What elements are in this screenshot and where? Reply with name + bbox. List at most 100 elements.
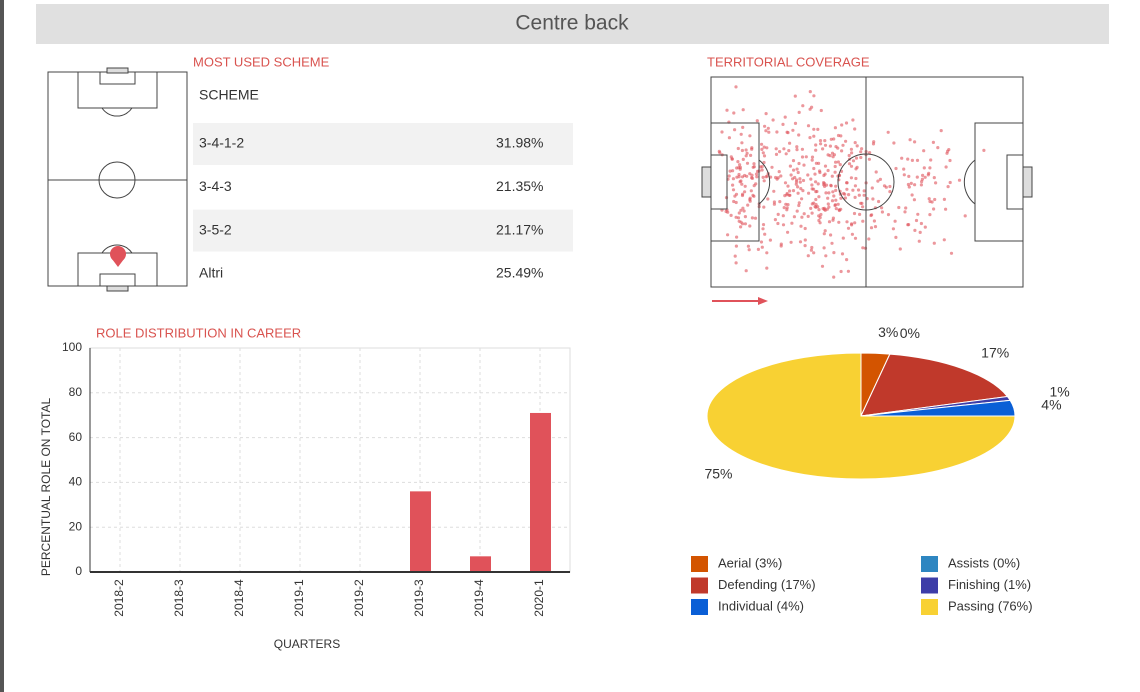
plot-frame [89, 347, 571, 573]
coverage-dot [927, 197, 931, 201]
pie-label: 1% [1050, 384, 1070, 400]
coverage-dot [788, 193, 792, 197]
coverage-dot [915, 158, 920, 162]
coverage-dot [798, 240, 803, 244]
header-title: Centre back [515, 12, 629, 35]
coverage-dot [755, 175, 759, 179]
coverage-dot [750, 147, 754, 151]
coverage-dots [717, 85, 986, 279]
coverage-dot [932, 176, 936, 180]
coverage-dot [790, 221, 794, 225]
coverage-dot [774, 175, 778, 180]
coverage-dot [919, 183, 924, 187]
coverage-dot [942, 238, 946, 242]
legend-swatch [921, 577, 938, 594]
coverage-dot [794, 180, 799, 184]
coverage-dot [921, 173, 925, 177]
coverage-dot [923, 225, 927, 229]
coverage-dot [752, 194, 756, 198]
coverage-dot [906, 182, 911, 187]
coverage-dot [808, 136, 812, 140]
coverage-dot [870, 186, 874, 190]
coverage-dot [731, 169, 735, 173]
coverage-dot [849, 147, 854, 151]
coverage-dot [734, 85, 738, 89]
pie-label: 0% [900, 325, 920, 341]
scheme-name: 3-4-3 [199, 178, 232, 194]
coverage-dot [832, 194, 836, 198]
x-axis-label: QUARTERS [274, 637, 340, 651]
coverage-dot [880, 210, 885, 214]
scheme-name: 3-5-2 [199, 221, 232, 237]
coverage-dot [814, 197, 818, 202]
coverage-dot [810, 158, 814, 162]
coverage-dot [923, 175, 927, 179]
y-tick-label: 60 [69, 430, 83, 444]
coverage-dot [819, 212, 823, 217]
coverage-dot [726, 233, 730, 237]
coverage-dot [839, 196, 843, 200]
coverage-dot [794, 182, 798, 186]
coverage-dot [743, 190, 747, 194]
coverage-dot [907, 185, 911, 189]
coverage-dot [744, 269, 748, 273]
coverage-dot [842, 191, 846, 196]
coverage-dot [814, 148, 818, 152]
coverage-dot [944, 165, 948, 169]
coverage-dot [844, 139, 848, 143]
coverage-dot [789, 240, 793, 244]
coverage-dot [829, 183, 833, 187]
coverage-dot [788, 141, 792, 145]
coverage-dot [777, 170, 781, 174]
coverage-dot [800, 147, 805, 151]
coverage-dot [872, 219, 877, 223]
coverage-dot [797, 110, 801, 114]
coverage-dot [743, 222, 748, 226]
coverage-dot [957, 178, 962, 182]
coverage-dot [753, 216, 758, 220]
coverage-dot [801, 189, 805, 193]
coverage-dot [741, 192, 745, 196]
coverage-dot [760, 142, 764, 146]
coverage-dot [720, 130, 724, 134]
position-marker [110, 246, 126, 262]
coverage-dot [756, 169, 760, 173]
x-tick-label: 2019-2 [352, 579, 366, 617]
coverage-dot [766, 126, 770, 130]
y-tick-label: 80 [69, 385, 83, 399]
coverage-dot [810, 245, 814, 250]
coverage-dot [745, 161, 750, 165]
coverage-dot [847, 153, 851, 158]
coverage-dot [840, 149, 844, 153]
scheme-pct: 25.49% [496, 265, 543, 281]
coverage-dot [942, 197, 947, 201]
legend-swatch [691, 599, 708, 615]
coverage-dot [928, 213, 932, 217]
coverage-dot [765, 266, 769, 270]
coverage-dot [850, 151, 854, 155]
coverage-dot [729, 213, 733, 217]
coverage-dot [797, 161, 801, 166]
coverage-dot [855, 144, 859, 148]
coverage-dot [806, 254, 810, 258]
coverage-dot [731, 188, 736, 192]
coverage-dot [815, 189, 819, 194]
coverage-dot [785, 206, 789, 210]
coverage-dot [818, 139, 823, 143]
coverage-dot [735, 235, 739, 239]
coverage-dot [869, 226, 874, 230]
coverage-dot [946, 185, 950, 189]
pie-slice [706, 352, 1016, 480]
coverage-dot [814, 180, 818, 184]
coverage-dot [793, 175, 797, 180]
coverage-dot [817, 195, 821, 199]
coverage-dot [734, 215, 738, 219]
coverage-dot [760, 165, 764, 169]
coverage-dot [738, 167, 742, 171]
legend-swatch [921, 599, 938, 615]
coverage-dot [855, 165, 859, 169]
coverage-dot [834, 160, 838, 164]
x-tick-label: 2018-2 [112, 579, 126, 617]
coverage-dot [854, 176, 858, 181]
